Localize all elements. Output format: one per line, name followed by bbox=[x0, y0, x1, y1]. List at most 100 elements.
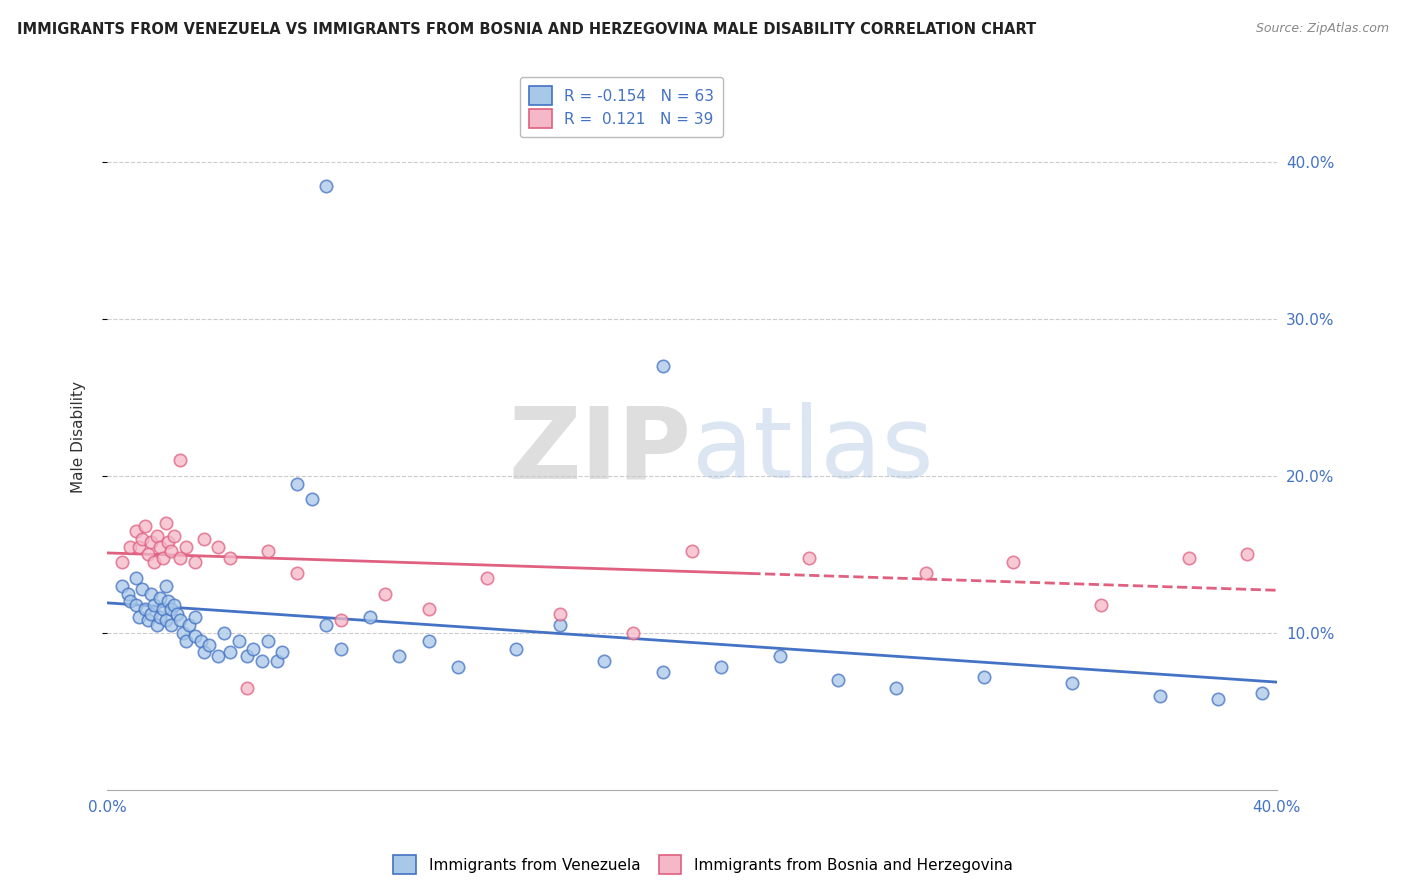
Point bbox=[174, 633, 197, 648]
Point bbox=[149, 540, 172, 554]
Point bbox=[250, 654, 273, 668]
Point bbox=[163, 528, 186, 542]
Point bbox=[330, 641, 353, 656]
Point bbox=[193, 645, 215, 659]
Point bbox=[315, 178, 337, 193]
Point bbox=[418, 633, 440, 648]
Point bbox=[651, 359, 673, 373]
Point bbox=[330, 613, 353, 627]
Point bbox=[681, 544, 703, 558]
Point bbox=[621, 626, 644, 640]
Point bbox=[228, 633, 250, 648]
Point bbox=[117, 587, 139, 601]
Point bbox=[125, 598, 148, 612]
Point bbox=[128, 540, 150, 554]
Point bbox=[1060, 676, 1083, 690]
Point bbox=[172, 626, 194, 640]
Text: IMMIGRANTS FROM VENEZUELA VS IMMIGRANTS FROM BOSNIA AND HERZEGOVINA MALE DISABIL: IMMIGRANTS FROM VENEZUELA VS IMMIGRANTS … bbox=[17, 22, 1036, 37]
Point bbox=[374, 587, 396, 601]
Point bbox=[236, 681, 259, 695]
Point bbox=[134, 519, 156, 533]
Point bbox=[177, 618, 200, 632]
Point bbox=[827, 673, 849, 687]
Point bbox=[447, 660, 470, 674]
Point bbox=[285, 566, 308, 581]
Point bbox=[1251, 685, 1274, 699]
Point bbox=[1206, 691, 1229, 706]
Point bbox=[198, 639, 221, 653]
Point bbox=[768, 649, 790, 664]
Point bbox=[218, 645, 240, 659]
Point bbox=[418, 602, 440, 616]
Y-axis label: Male Disability: Male Disability bbox=[72, 381, 86, 492]
Legend: R = -0.154   N = 63, R =  0.121   N = 39: R = -0.154 N = 63, R = 0.121 N = 39 bbox=[520, 77, 723, 137]
Point bbox=[266, 654, 288, 668]
Point bbox=[134, 602, 156, 616]
Point bbox=[973, 670, 995, 684]
Point bbox=[207, 649, 229, 664]
Point bbox=[190, 633, 212, 648]
Point bbox=[710, 660, 733, 674]
Point bbox=[131, 582, 153, 596]
Point bbox=[149, 591, 172, 606]
Point bbox=[193, 532, 215, 546]
Text: Source: ZipAtlas.com: Source: ZipAtlas.com bbox=[1256, 22, 1389, 36]
Point bbox=[166, 607, 188, 621]
Point bbox=[257, 633, 280, 648]
Point bbox=[136, 613, 159, 627]
Text: ZIP: ZIP bbox=[509, 402, 692, 500]
Point bbox=[886, 681, 908, 695]
Point bbox=[174, 540, 197, 554]
Point bbox=[155, 579, 177, 593]
Point bbox=[136, 548, 159, 562]
Point bbox=[593, 654, 616, 668]
Point bbox=[152, 602, 174, 616]
Point bbox=[1236, 548, 1258, 562]
Point bbox=[285, 476, 308, 491]
Point bbox=[651, 665, 673, 679]
Legend: Immigrants from Venezuela, Immigrants from Bosnia and Herzegovina: Immigrants from Venezuela, Immigrants fr… bbox=[387, 849, 1019, 880]
Point bbox=[475, 571, 498, 585]
Point bbox=[242, 641, 264, 656]
Point bbox=[184, 629, 207, 643]
Point bbox=[359, 610, 381, 624]
Point bbox=[257, 544, 280, 558]
Point bbox=[128, 610, 150, 624]
Point bbox=[157, 594, 180, 608]
Point bbox=[169, 613, 191, 627]
Point bbox=[212, 626, 235, 640]
Point bbox=[149, 610, 172, 624]
Point bbox=[797, 550, 820, 565]
Point bbox=[301, 492, 323, 507]
Point bbox=[155, 613, 177, 627]
Point bbox=[139, 607, 162, 621]
Point bbox=[146, 618, 169, 632]
Point bbox=[155, 516, 177, 530]
Point bbox=[1178, 550, 1201, 565]
Point bbox=[184, 610, 207, 624]
Point bbox=[914, 566, 936, 581]
Point bbox=[169, 550, 191, 565]
Point bbox=[207, 540, 229, 554]
Point bbox=[1002, 555, 1025, 569]
Point bbox=[120, 540, 142, 554]
Point bbox=[111, 579, 134, 593]
Point bbox=[120, 594, 142, 608]
Point bbox=[1090, 598, 1112, 612]
Point bbox=[111, 555, 134, 569]
Point bbox=[157, 534, 180, 549]
Point bbox=[236, 649, 259, 664]
Point bbox=[160, 602, 183, 616]
Point bbox=[125, 524, 148, 538]
Point bbox=[169, 453, 191, 467]
Point bbox=[160, 618, 183, 632]
Point bbox=[163, 598, 186, 612]
Point bbox=[146, 528, 169, 542]
Point bbox=[388, 649, 411, 664]
Point bbox=[548, 618, 571, 632]
Point bbox=[125, 571, 148, 585]
Point bbox=[142, 555, 165, 569]
Point bbox=[505, 641, 527, 656]
Point bbox=[160, 544, 183, 558]
Text: atlas: atlas bbox=[692, 402, 934, 500]
